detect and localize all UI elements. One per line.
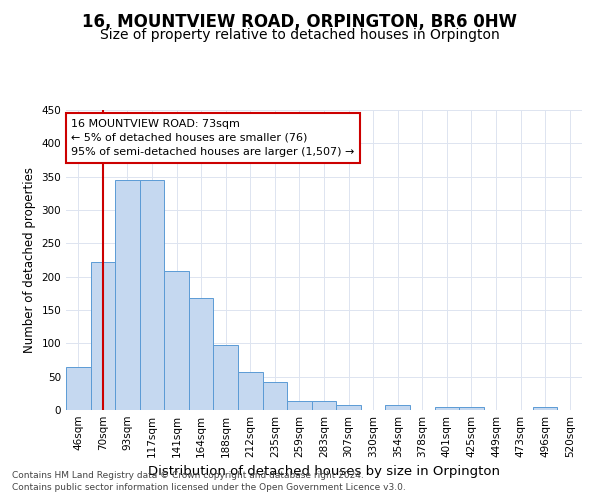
Bar xyxy=(66,366,91,410)
Text: Size of property relative to detached houses in Orpington: Size of property relative to detached ho… xyxy=(100,28,500,42)
Bar xyxy=(434,406,459,410)
Bar xyxy=(263,382,287,410)
Bar xyxy=(189,298,214,410)
Bar xyxy=(115,180,140,410)
Text: 16 MOUNTVIEW ROAD: 73sqm
← 5% of detached houses are smaller (76)
95% of semi-de: 16 MOUNTVIEW ROAD: 73sqm ← 5% of detache… xyxy=(71,119,355,157)
Bar xyxy=(91,262,115,410)
Y-axis label: Number of detached properties: Number of detached properties xyxy=(23,167,36,353)
Text: Contains HM Land Registry data © Crown copyright and database right 2024.: Contains HM Land Registry data © Crown c… xyxy=(12,471,364,480)
Bar xyxy=(164,272,189,410)
Bar xyxy=(312,402,336,410)
Bar xyxy=(238,372,263,410)
Bar xyxy=(336,404,361,410)
Bar xyxy=(214,346,238,410)
Bar xyxy=(533,406,557,410)
Bar xyxy=(140,180,164,410)
Text: 16, MOUNTVIEW ROAD, ORPINGTON, BR6 0HW: 16, MOUNTVIEW ROAD, ORPINGTON, BR6 0HW xyxy=(83,12,517,30)
Bar xyxy=(385,406,410,410)
Bar xyxy=(459,406,484,410)
X-axis label: Distribution of detached houses by size in Orpington: Distribution of detached houses by size … xyxy=(148,466,500,478)
Text: Contains public sector information licensed under the Open Government Licence v3: Contains public sector information licen… xyxy=(12,484,406,492)
Bar xyxy=(287,402,312,410)
